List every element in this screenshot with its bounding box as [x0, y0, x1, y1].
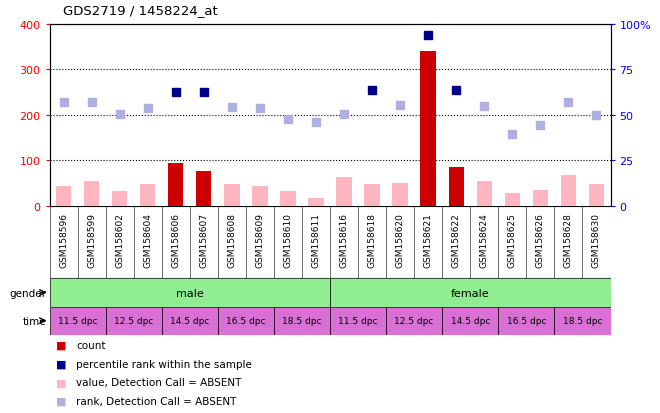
Text: GSM158608: GSM158608 [227, 212, 236, 267]
Text: GSM158604: GSM158604 [143, 212, 152, 267]
Text: ■: ■ [56, 377, 67, 387]
Bar [274, 307, 330, 335]
Bar [112, 192, 127, 206]
Text: GSM158611: GSM158611 [312, 212, 321, 267]
Bar [505, 194, 520, 206]
Bar [554, 307, 610, 335]
Text: GSM158628: GSM158628 [564, 212, 573, 267]
Text: GSM158618: GSM158618 [368, 212, 377, 267]
Text: GDS2719 / 1458224_at: GDS2719 / 1458224_at [63, 4, 217, 17]
Bar [50, 307, 106, 335]
Text: GSM158620: GSM158620 [395, 212, 405, 267]
Text: GSM158599: GSM158599 [87, 212, 96, 267]
Bar [162, 307, 218, 335]
Text: ■: ■ [56, 396, 67, 406]
Text: GSM158596: GSM158596 [59, 212, 68, 267]
Bar [196, 172, 211, 206]
Bar [252, 187, 267, 206]
Text: 11.5 dpc: 11.5 dpc [58, 316, 97, 325]
Bar [498, 307, 554, 335]
Bar [56, 186, 71, 206]
Bar [330, 279, 610, 307]
Text: GSM158609: GSM158609 [255, 212, 265, 267]
Bar [330, 307, 386, 335]
Text: GSM158621: GSM158621 [424, 212, 433, 267]
Text: GSM158625: GSM158625 [508, 212, 517, 267]
Text: GSM158622: GSM158622 [451, 212, 461, 267]
Bar [364, 185, 380, 206]
Bar [393, 184, 408, 206]
Bar [589, 185, 604, 206]
Bar [224, 185, 240, 206]
Text: 12.5 dpc: 12.5 dpc [395, 316, 434, 325]
Bar [168, 164, 183, 206]
Text: 18.5 dpc: 18.5 dpc [282, 316, 321, 325]
Text: female: female [451, 288, 490, 298]
Bar [50, 279, 330, 307]
Text: 18.5 dpc: 18.5 dpc [563, 316, 602, 325]
Text: rank, Detection Call = ABSENT: rank, Detection Call = ABSENT [76, 396, 236, 406]
Text: GSM158606: GSM158606 [171, 212, 180, 267]
Bar [477, 182, 492, 206]
Text: GSM158616: GSM158616 [339, 212, 348, 267]
Text: count: count [76, 340, 106, 350]
Text: GSM158602: GSM158602 [115, 212, 124, 267]
Text: GSM158624: GSM158624 [480, 212, 489, 267]
Text: ■: ■ [56, 359, 67, 369]
Bar [106, 307, 162, 335]
Bar [442, 307, 498, 335]
Bar [386, 307, 442, 335]
Bar [420, 52, 436, 206]
Bar [561, 176, 576, 206]
Text: percentile rank within the sample: percentile rank within the sample [76, 359, 251, 369]
Text: value, Detection Call = ABSENT: value, Detection Call = ABSENT [76, 377, 242, 387]
Text: GSM158610: GSM158610 [283, 212, 292, 267]
Bar [218, 307, 274, 335]
Bar [280, 192, 296, 206]
Bar [449, 168, 464, 206]
Text: time: time [22, 316, 46, 326]
Text: GSM158626: GSM158626 [536, 212, 545, 267]
Text: ■: ■ [56, 340, 67, 350]
Bar [84, 182, 99, 206]
Bar [533, 191, 548, 206]
Bar [308, 198, 323, 206]
Text: gender: gender [9, 288, 46, 298]
Text: 16.5 dpc: 16.5 dpc [226, 316, 265, 325]
Text: 14.5 dpc: 14.5 dpc [170, 316, 209, 325]
Text: 14.5 dpc: 14.5 dpc [451, 316, 490, 325]
Bar [140, 185, 155, 206]
Text: GSM158630: GSM158630 [592, 212, 601, 267]
Text: 11.5 dpc: 11.5 dpc [339, 316, 378, 325]
Text: 16.5 dpc: 16.5 dpc [507, 316, 546, 325]
Bar [337, 178, 352, 206]
Text: male: male [176, 288, 204, 298]
Text: 12.5 dpc: 12.5 dpc [114, 316, 153, 325]
Text: GSM158607: GSM158607 [199, 212, 209, 267]
